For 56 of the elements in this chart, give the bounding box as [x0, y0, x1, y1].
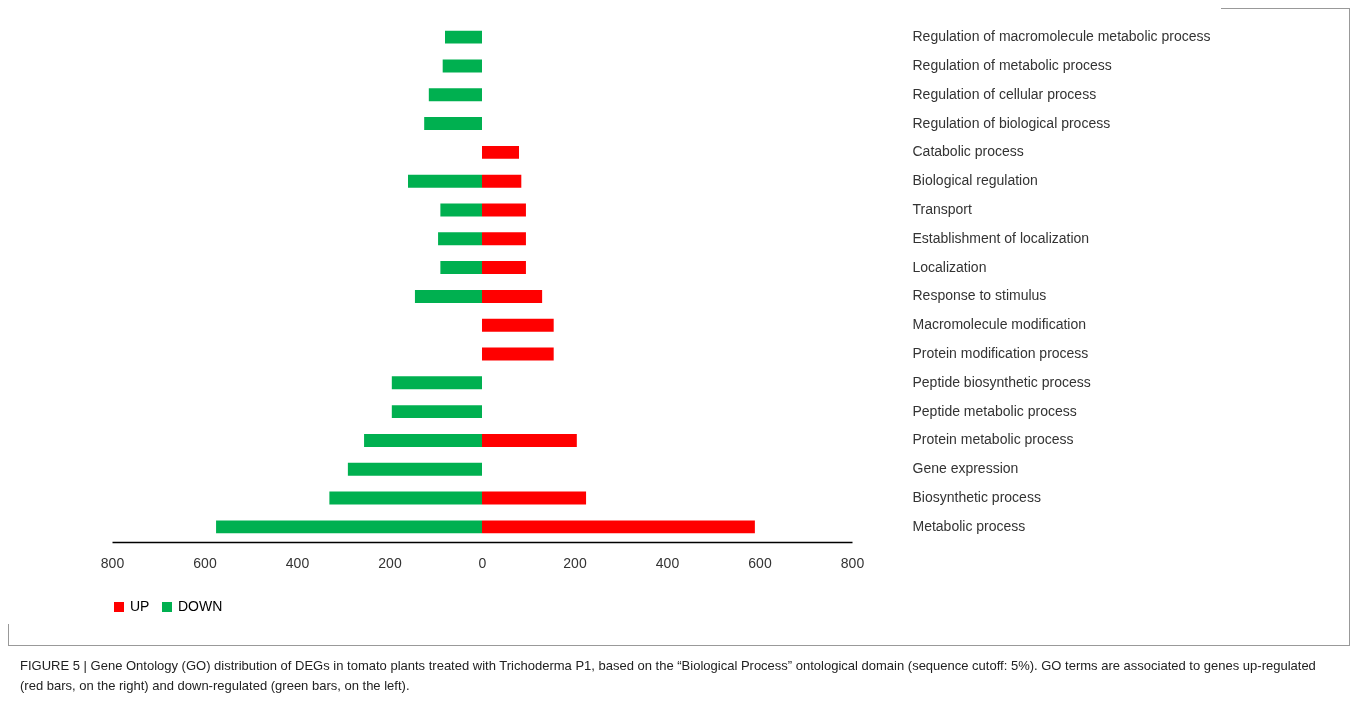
caption: FIGURE 5 | Gene Ontology (GO) distribution of DEGs in tomato plants treated with Trichoderma P1, based on the “Biological Process” ontological domain (sequence cutoff: 5%). GO terms are associated to genes up-regulated (red bars, on the right) and down-regulated (green bars, on the left).: [20, 657, 1317, 695]
bar: [216, 520, 482, 534]
y-tick-label: Gene expression: [912, 460, 1019, 477]
y-tick-label: Regulation of metabolic process: [912, 56, 1112, 73]
y-tick-label: Transport: [912, 200, 972, 217]
y-tick-label: Biosynthetic process: [912, 489, 1041, 506]
y-tick-label: Catabolic process: [912, 143, 1024, 160]
bar: [482, 261, 526, 275]
y-tick-label: Regulation of biological process: [912, 114, 1111, 131]
bar: [482, 318, 554, 332]
bar: [440, 261, 482, 275]
x-tick-label: 800: [840, 554, 865, 571]
bar: [482, 347, 554, 361]
bar: [440, 203, 482, 217]
y-tick-label: Establishment of localization: [912, 229, 1090, 246]
y-tick-label: Regulation of cellular process: [912, 85, 1097, 102]
x-tick-label: 800: [100, 554, 125, 571]
x-tick-label: 200: [378, 554, 402, 571]
y-tick-label: Protein metabolic process: [912, 431, 1074, 448]
y-tick-label: Response to stimulus: [912, 287, 1047, 304]
bar: [482, 433, 577, 447]
legend-label: UP: [130, 598, 150, 614]
x-tick-label: 600: [193, 554, 217, 571]
bar: [482, 203, 526, 217]
bar: [364, 433, 482, 447]
x-tick-label: 400: [655, 554, 680, 571]
x-tick-label: 0: [478, 554, 487, 571]
x-tick-label: 400: [285, 554, 310, 571]
legend-label: DOWN: [178, 598, 223, 614]
y-tick-label: Peptide metabolic process: [912, 402, 1077, 419]
y-tick-label: Protein modification process: [912, 345, 1089, 362]
bar: [482, 232, 526, 246]
x-tick-label: 200: [563, 554, 587, 571]
x-tick-label: 600: [748, 554, 772, 571]
bar: [414, 289, 482, 303]
bar: [329, 491, 482, 505]
y-tick-label: Macromolecule modification: [912, 316, 1087, 333]
bar: [408, 174, 482, 188]
bar: [428, 88, 482, 102]
y-tick-label: Peptide biosynthetic process: [912, 373, 1091, 390]
bar: [482, 520, 755, 534]
bar: [482, 145, 519, 159]
bar: [442, 59, 482, 73]
bar: [482, 491, 587, 505]
y-tick-label: Metabolic process: [912, 517, 1026, 534]
bar: [424, 117, 482, 131]
bar: [391, 376, 482, 390]
bar: [445, 30, 482, 44]
bar: [438, 232, 482, 246]
bar: [482, 174, 522, 188]
bar: [347, 462, 482, 476]
y-tick-label: Localization: [912, 258, 987, 275]
y-tick-label: Regulation of macromolecule metabolic process: [912, 28, 1211, 45]
bar: [482, 289, 543, 303]
y-tick-label: Biological regulation: [912, 172, 1038, 189]
bar: [391, 405, 482, 419]
